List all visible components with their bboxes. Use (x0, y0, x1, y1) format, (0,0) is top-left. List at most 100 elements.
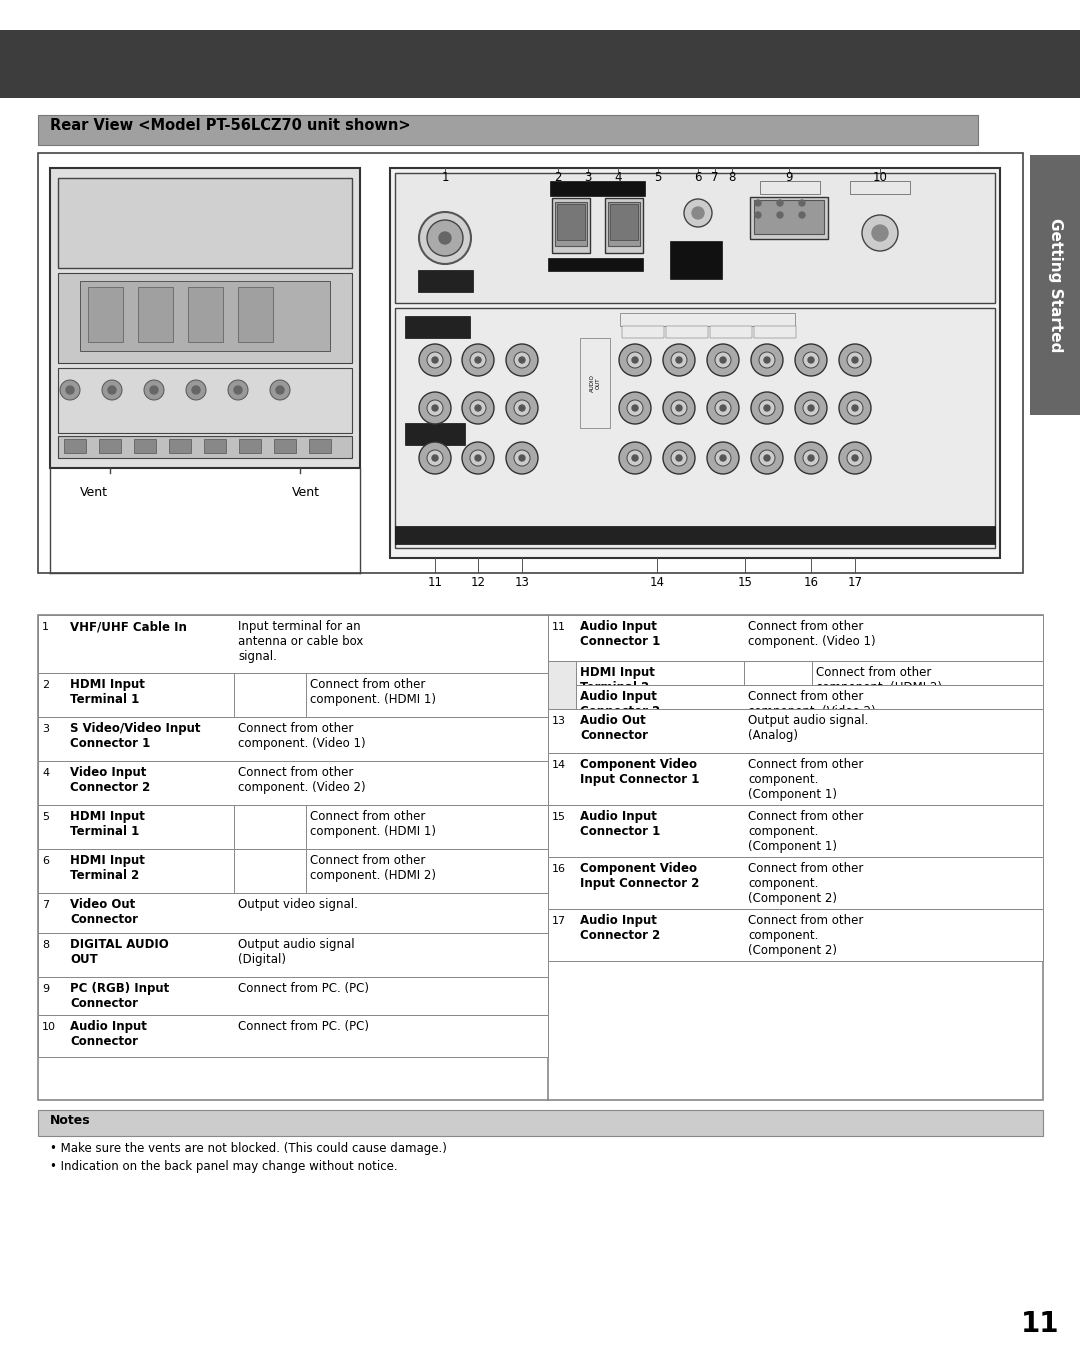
Text: 6: 6 (42, 856, 49, 866)
Circle shape (764, 357, 770, 363)
Circle shape (192, 386, 200, 394)
Bar (80, 281, 330, 352)
Bar (760, 181, 820, 194)
Text: 2: 2 (42, 680, 49, 690)
Circle shape (475, 455, 481, 461)
Text: Component Video
Input Connector 2: Component Video Input Connector 2 (580, 861, 700, 890)
Bar (58, 436, 352, 458)
Text: 7: 7 (42, 900, 49, 910)
Bar (548, 661, 576, 709)
Circle shape (663, 343, 696, 376)
Bar (605, 198, 643, 254)
Bar (580, 338, 610, 428)
Text: Output audio signal
(Digital): Output audio signal (Digital) (238, 938, 354, 966)
Circle shape (462, 393, 494, 424)
Text: 17: 17 (848, 577, 863, 589)
Circle shape (676, 455, 681, 461)
Circle shape (427, 399, 443, 416)
Circle shape (720, 455, 726, 461)
Text: HDMI Input
Terminal 1: HDMI Input Terminal 1 (70, 810, 145, 838)
Bar (850, 181, 910, 194)
Circle shape (619, 393, 651, 424)
Text: AUDIO IN: AUDIO IN (852, 183, 885, 188)
Text: 6: 6 (694, 170, 702, 184)
Bar (38, 977, 548, 1015)
Text: HDMI Input
Terminal 2: HDMI Input Terminal 2 (70, 855, 145, 882)
Text: 2: 2 (554, 170, 562, 184)
Text: Audio Input
Connector 1: Audio Input Connector 1 (580, 620, 660, 647)
Circle shape (619, 442, 651, 474)
Circle shape (632, 357, 638, 363)
Text: Connect from other
component. (Video 2): Connect from other component. (Video 2) (748, 690, 876, 718)
Text: IN 1: IN 1 (418, 529, 431, 534)
Circle shape (234, 386, 242, 394)
Bar (548, 709, 1043, 752)
Text: 10: 10 (42, 1022, 56, 1032)
Circle shape (799, 213, 805, 218)
Text: Audio 2: Audio 2 (748, 667, 798, 679)
Bar (548, 661, 1043, 686)
Bar (234, 806, 306, 849)
Circle shape (462, 343, 494, 376)
Circle shape (632, 455, 638, 461)
Circle shape (839, 442, 870, 474)
Bar (38, 849, 548, 893)
Circle shape (755, 213, 761, 218)
Bar (390, 168, 1000, 557)
Text: Audio Input
Connector: Audio Input Connector (70, 1020, 147, 1048)
Bar (610, 204, 638, 240)
Bar (557, 204, 585, 240)
Bar (744, 661, 812, 686)
Bar (38, 1015, 548, 1056)
Text: DIGITAL AUDIO
OUT: DIGITAL AUDIO OUT (70, 938, 168, 966)
Circle shape (507, 393, 538, 424)
Bar (38, 1109, 1043, 1135)
Text: 10: 10 (873, 170, 888, 184)
Bar (750, 198, 828, 239)
Circle shape (276, 386, 284, 394)
Text: COMPONENT VIDEO INPUT: COMPONENT VIDEO INPUT (622, 313, 714, 320)
Bar (620, 313, 795, 326)
Circle shape (847, 352, 863, 368)
Text: • Make sure the vents are not blocked. (This could cause damage.): • Make sure the vents are not blocked. (… (50, 1142, 447, 1154)
Bar (622, 326, 664, 338)
Text: 12: 12 (471, 577, 486, 589)
Text: 8: 8 (728, 170, 735, 184)
Circle shape (419, 213, 471, 264)
Bar (405, 423, 465, 444)
Bar (188, 288, 222, 342)
Circle shape (470, 352, 486, 368)
Text: VHF/UHF Cable In: VHF/UHF Cable In (70, 620, 187, 632)
Circle shape (427, 352, 443, 368)
Circle shape (839, 393, 870, 424)
Circle shape (419, 393, 451, 424)
Bar (309, 439, 330, 453)
Bar (58, 368, 352, 433)
Bar (38, 114, 978, 144)
Bar (548, 752, 1043, 806)
Circle shape (514, 450, 530, 466)
Bar (548, 857, 1043, 909)
Text: Connect from other
component.
(Component 2): Connect from other component. (Component… (748, 915, 863, 957)
Text: Notes: Notes (50, 1114, 91, 1127)
Circle shape (66, 386, 75, 394)
Circle shape (475, 405, 481, 412)
Circle shape (847, 399, 863, 416)
Text: Cable In: Cable In (424, 281, 449, 286)
Circle shape (808, 455, 814, 461)
Bar (38, 806, 548, 849)
Circle shape (432, 455, 438, 461)
Text: Connect from other
component.
(Component 1): Connect from other component. (Component… (748, 758, 863, 801)
Bar (548, 615, 1043, 661)
Text: Connect from other
component. (HDMI 2): Connect from other component. (HDMI 2) (310, 855, 436, 882)
Circle shape (663, 393, 696, 424)
Bar (38, 615, 1043, 1100)
Circle shape (804, 352, 819, 368)
Text: 11: 11 (552, 622, 566, 632)
Text: 5: 5 (654, 170, 662, 184)
Text: OUT: OUT (675, 259, 687, 264)
Bar (168, 439, 191, 453)
Text: Audio/
Video 2: Audio/ Video 2 (238, 855, 287, 882)
Bar (64, 439, 86, 453)
Bar (38, 673, 548, 717)
